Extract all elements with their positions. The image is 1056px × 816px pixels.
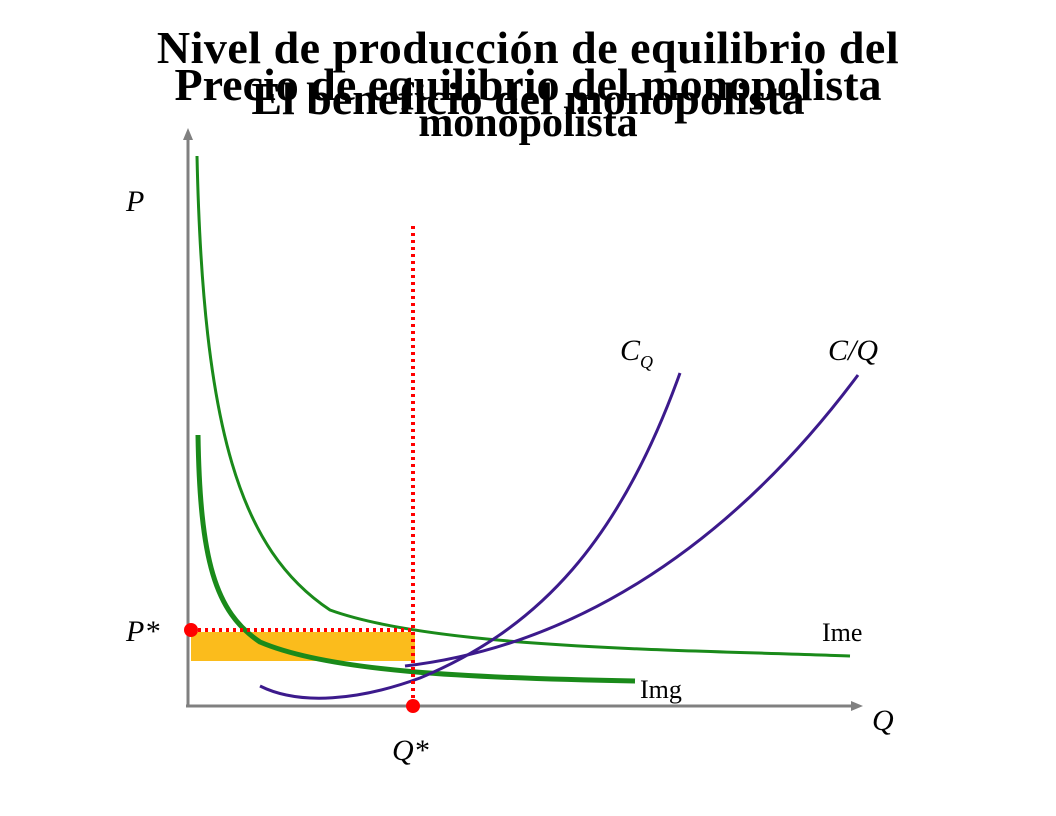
q-star-point	[406, 699, 420, 713]
ime-label: Ime	[822, 618, 862, 647]
marginal-cost-curve	[259, 372, 682, 700]
p-star-label: P*	[125, 615, 159, 648]
title-line-4: monopolista	[418, 100, 638, 146]
img-label: Img	[640, 675, 682, 704]
x-axis-arrow	[851, 701, 863, 711]
ime-curve	[195, 155, 851, 658]
marginal-cost-label-sub: Q	[640, 352, 653, 372]
q-axis-label: Q	[872, 704, 894, 737]
title-line-3: El beneficio del monopolista	[251, 73, 805, 124]
title-line-1: Nivel de producción de equilibrio del	[156, 22, 900, 73]
img-curve	[195, 434, 636, 684]
p-axis-label: P	[125, 185, 144, 218]
q-star-label: Q*	[392, 734, 429, 767]
p-star-point	[184, 623, 198, 637]
average-cost-label: C/Q	[828, 334, 878, 367]
y-axis-arrow	[183, 128, 193, 140]
average-cost-curve	[404, 374, 860, 668]
marginal-cost-label: CQ	[620, 334, 653, 372]
marginal-cost-label-main: C	[620, 334, 641, 367]
title-line-2: Precio de equilibrio del monopolista	[174, 59, 882, 110]
